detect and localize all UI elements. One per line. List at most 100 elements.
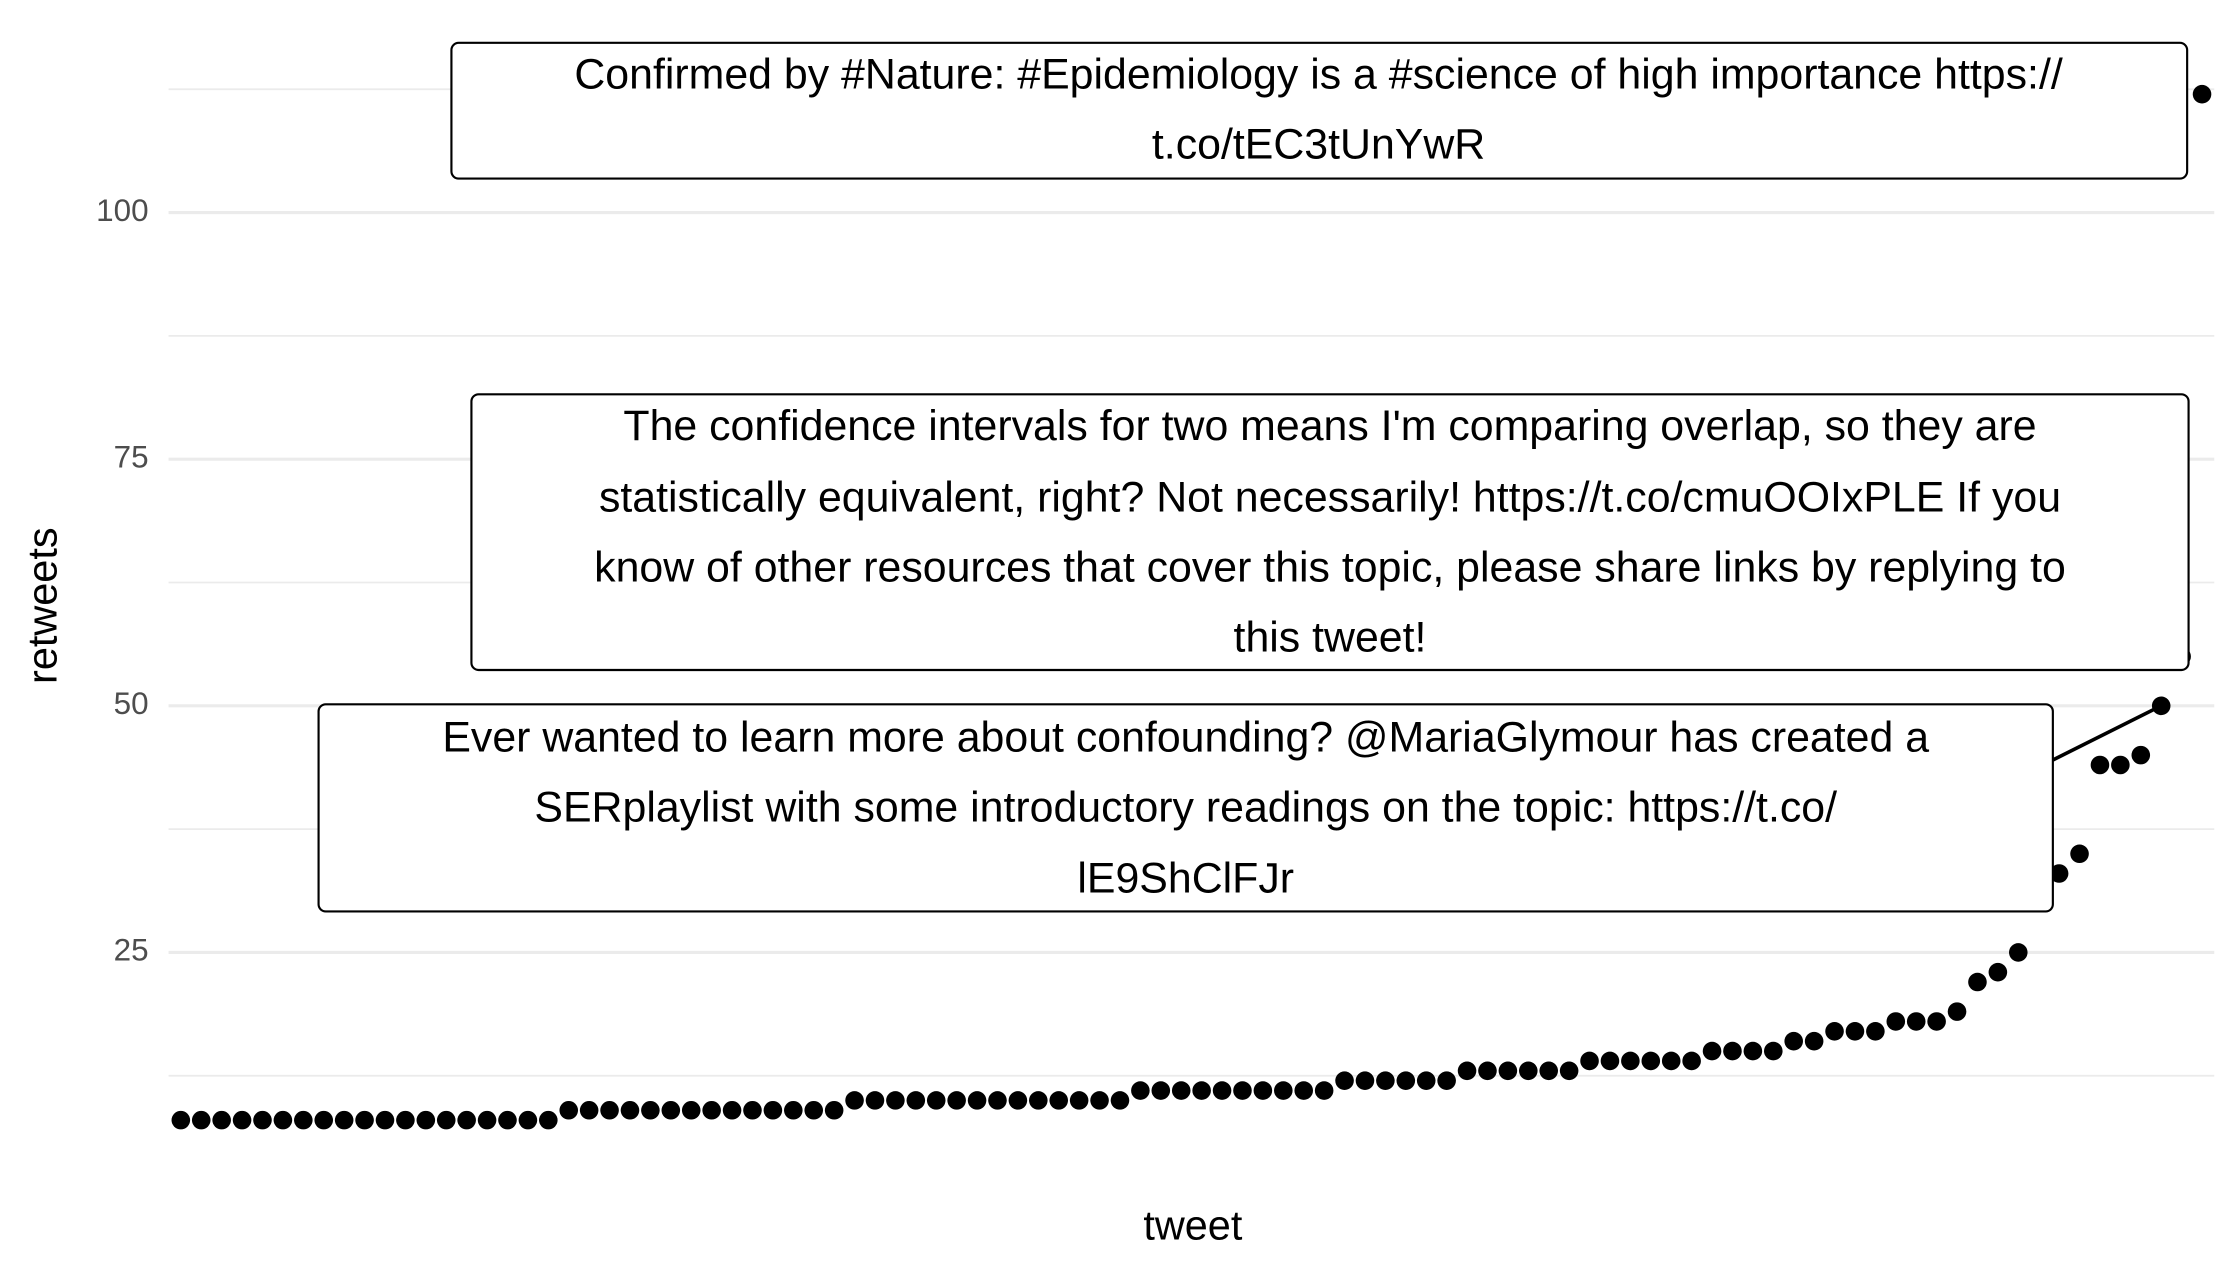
- point: [1723, 1041, 1742, 1061]
- point: [2070, 844, 2089, 864]
- annotation-text: t.co/tEC3tUnYwR: [1152, 120, 1485, 168]
- point: [457, 1110, 476, 1130]
- x-axis-title: tweet: [1143, 1203, 1242, 1249]
- point: [1539, 1061, 1558, 1081]
- point: [1825, 1022, 1844, 1041]
- point: [1069, 1091, 1089, 1110]
- point: [1702, 1041, 1722, 1061]
- point: [1927, 1012, 1946, 1031]
- point: [702, 1100, 721, 1120]
- point: [2090, 755, 2110, 775]
- point: [1682, 1051, 1701, 1071]
- point: [212, 1110, 231, 1130]
- point: [171, 1110, 191, 1130]
- point: [477, 1110, 497, 1130]
- point: [1580, 1051, 1599, 1071]
- point: [416, 1110, 436, 1130]
- point: [1641, 1051, 1661, 1071]
- annotation-text: statistically equivalent, right? Not nec…: [599, 473, 2061, 521]
- point: [1151, 1081, 1171, 1100]
- point: [1866, 1022, 1885, 1041]
- y-axis-title: retweets: [20, 527, 66, 684]
- point: [1661, 1051, 1681, 1071]
- point: [1090, 1091, 1109, 1110]
- annotation-text: The confidence intervals for two means I…: [623, 402, 2036, 450]
- point: [1743, 1041, 1763, 1061]
- point: [1968, 972, 1987, 992]
- label-box: [317, 703, 2054, 913]
- point: [2131, 745, 2151, 765]
- point: [294, 1110, 313, 1130]
- point: [926, 1091, 946, 1110]
- point: [1335, 1071, 1354, 1090]
- point: [1519, 1061, 1538, 1081]
- point: [191, 1110, 211, 1130]
- point: [804, 1100, 824, 1120]
- point: [518, 1110, 538, 1130]
- point: [906, 1091, 926, 1110]
- point: [253, 1110, 272, 1130]
- point: [1416, 1071, 1436, 1090]
- point: [1886, 1012, 1906, 1031]
- point: [2049, 864, 2069, 883]
- point: [1212, 1081, 1232, 1100]
- point: [1600, 1051, 1620, 1071]
- point: [1171, 1081, 1191, 1100]
- point: [396, 1110, 415, 1130]
- connector: [2052, 704, 2163, 762]
- point: [1621, 1051, 1640, 1071]
- point: [1355, 1071, 1375, 1090]
- point: [1049, 1091, 1069, 1110]
- point: [1396, 1071, 1416, 1090]
- point: [1845, 1022, 1865, 1041]
- annotation-text: lE9ShClFJr: [1077, 855, 1294, 903]
- annotation-text: Ever wanted to learn more about confound…: [442, 713, 1929, 761]
- point: [763, 1100, 783, 1120]
- point: [1233, 1081, 1252, 1100]
- point: [600, 1100, 619, 1120]
- point: [1314, 1081, 1334, 1100]
- annotation-text: Confirmed by #Nature: #Epidemiology is a…: [574, 50, 2062, 98]
- point: [1906, 1012, 1926, 1031]
- annotation-text: know of other resources that cover this …: [594, 543, 2066, 591]
- point: [824, 1100, 844, 1120]
- point: [1110, 1091, 1130, 1110]
- point: [579, 1100, 599, 1120]
- point: [2192, 84, 2212, 104]
- point: [988, 1091, 1007, 1110]
- point: [967, 1091, 987, 1110]
- point: [375, 1110, 395, 1130]
- point: [1029, 1091, 1048, 1110]
- label-box: [450, 41, 2189, 180]
- point: [2111, 755, 2130, 775]
- points: [171, 84, 2212, 1130]
- point: [1008, 1091, 1028, 1110]
- point: [334, 1110, 354, 1130]
- point: [1376, 1071, 1395, 1090]
- y-tick-label: 50: [114, 686, 149, 721]
- point: [1131, 1081, 1150, 1100]
- y-tick-label: 25: [114, 933, 149, 968]
- point: [355, 1110, 374, 1130]
- point: [1764, 1041, 1783, 1061]
- point: [1274, 1081, 1293, 1100]
- point: [845, 1091, 864, 1110]
- point: [2009, 943, 2028, 962]
- point: [273, 1110, 293, 1130]
- point: [539, 1110, 558, 1130]
- label-box: [470, 393, 2190, 672]
- point: [1192, 1081, 1211, 1100]
- point: [1498, 1061, 1518, 1081]
- point: [722, 1100, 742, 1120]
- point: [232, 1110, 252, 1130]
- point: [886, 1091, 905, 1110]
- point: [1784, 1031, 1803, 1051]
- point: [743, 1100, 762, 1120]
- point: [1804, 1031, 1824, 1051]
- point: [436, 1110, 456, 1130]
- point: [784, 1100, 803, 1120]
- point: [1988, 962, 2008, 982]
- point: [1437, 1071, 1456, 1090]
